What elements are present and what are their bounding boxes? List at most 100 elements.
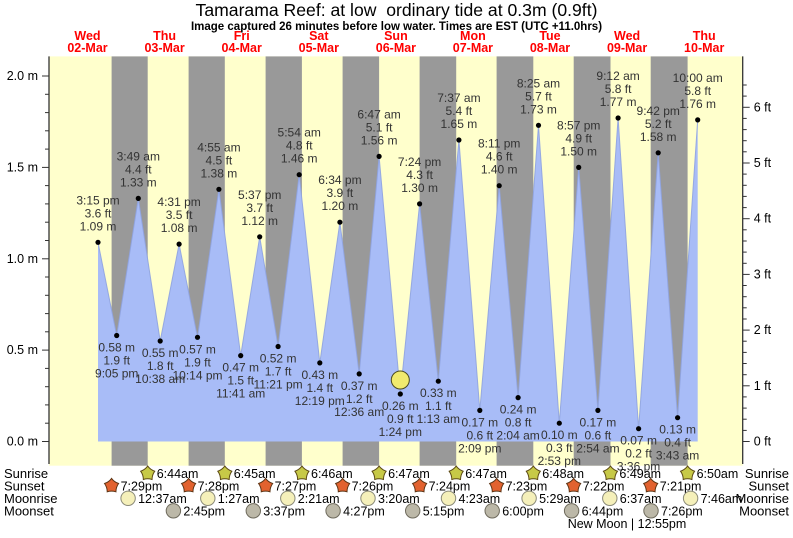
svg-text:0.6 ft: 0.6 ft [466,428,493,442]
svg-text:1.8 ft: 1.8 ft [147,359,174,373]
svg-text:1.76 m: 1.76 m [679,97,716,111]
svg-text:5:37 pm: 5:37 pm [238,188,281,202]
svg-text:2:54 am: 2:54 am [576,441,619,455]
svg-text:0.0 m: 0.0 m [7,435,38,449]
svg-text:0.55 m: 0.55 m [142,346,179,360]
svg-text:5 ft: 5 ft [754,156,772,170]
svg-text:2.0 m: 2.0 m [7,69,38,83]
svg-text:5.7 ft: 5.7 ft [525,89,552,103]
svg-text:0.58 m: 0.58 m [98,341,135,355]
svg-text:2 ft: 2 ft [754,323,772,337]
svg-text:03-Mar: 03-Mar [144,41,184,55]
svg-text:0.4 ft: 0.4 ft [664,436,691,450]
svg-text:11:21 pm: 11:21 pm [254,378,303,392]
svg-text:0 ft: 0 ft [754,435,772,449]
svg-text:6:49am: 6:49am [619,467,661,481]
svg-text:0.9 ft: 0.9 ft [387,412,414,426]
svg-text:1.12 m: 1.12 m [241,214,278,228]
svg-text:05-Mar: 05-Mar [299,41,339,55]
svg-text:1.0 m: 1.0 m [7,252,38,266]
svg-text:6:47am: 6:47am [465,467,507,481]
svg-text:1.46 m: 1.46 m [281,152,318,166]
svg-text:1.1 ft: 1.1 ft [425,399,452,413]
svg-text:9:05 pm: 9:05 pm [95,367,138,381]
svg-text:0.24 m: 0.24 m [500,403,537,417]
svg-text:7:22pm: 7:22pm [583,479,625,493]
svg-text:0.8 ft: 0.8 ft [505,416,532,430]
svg-text:8:25 am: 8:25 am [517,76,560,90]
svg-text:2:04 am: 2:04 am [496,429,539,443]
svg-text:12:37am: 12:37am [138,492,187,506]
svg-text:4.8 ft: 4.8 ft [286,139,313,153]
svg-text:1.56 m: 1.56 m [361,133,398,147]
svg-text:0.47 m: 0.47 m [222,361,259,375]
svg-text:1.77 m: 1.77 m [600,95,637,109]
svg-text:1.2 ft: 1.2 ft [346,392,373,406]
svg-text:5.2 ft: 5.2 ft [645,117,672,131]
svg-text:1.09 m: 1.09 m [80,219,117,233]
svg-text:1.30 m: 1.30 m [401,181,438,195]
svg-text:5:54 am: 5:54 am [278,126,321,140]
svg-text:0.2 ft: 0.2 ft [625,447,652,461]
svg-text:4:55 am: 4:55 am [197,140,240,154]
svg-text:2:09 pm: 2:09 pm [458,441,501,455]
svg-text:6:37am: 6:37am [620,492,662,506]
svg-text:6:45am: 6:45am [234,467,276,481]
svg-text:0.17 m: 0.17 m [580,415,617,429]
svg-text:1.58 m: 1.58 m [640,130,677,144]
svg-text:6:44am: 6:44am [157,467,199,481]
svg-text:1.5 m: 1.5 m [7,160,38,174]
svg-text:1.38 m: 1.38 m [201,166,238,180]
svg-text:3.7 ft: 3.7 ft [246,201,273,215]
svg-text:0.13 m: 0.13 m [659,423,696,437]
svg-text:1.65 m: 1.65 m [441,117,478,131]
svg-text:10:00 am: 10:00 am [673,71,723,85]
svg-text:10:14 pm: 10:14 pm [172,368,222,382]
svg-text:5:15pm: 5:15pm [423,504,465,518]
svg-text:8:57 pm: 8:57 pm [557,118,600,132]
svg-text:2:45pm: 2:45pm [183,504,225,518]
svg-text:1.7 ft: 1.7 ft [265,365,292,379]
svg-text:6:34 pm: 6:34 pm [318,173,361,187]
svg-text:6:00pm: 6:00pm [502,504,544,518]
svg-text:7:37 am: 7:37 am [437,91,480,105]
svg-text:New Moon | 12:55pm: New Moon | 12:55pm [568,517,687,531]
svg-text:0.10 m: 0.10 m [541,428,578,442]
svg-text:5.1 ft: 5.1 ft [366,120,393,134]
svg-text:4.9 ft: 4.9 ft [565,131,592,145]
svg-text:10-Mar: 10-Mar [684,41,724,55]
svg-text:8:11 pm: 8:11 pm [478,137,520,151]
svg-text:04-Mar: 04-Mar [222,41,262,55]
svg-text:0.52 m: 0.52 m [260,352,297,366]
svg-text:0.43 m: 0.43 m [301,368,338,382]
svg-text:3:15 pm: 3:15 pm [76,193,119,207]
svg-text:1.50 m: 1.50 m [560,144,597,158]
svg-text:1.4 ft: 1.4 ft [306,381,333,395]
svg-text:7:21pm: 7:21pm [660,479,702,493]
svg-text:4.6 ft: 4.6 ft [486,150,513,164]
svg-text:1.08 m: 1.08 m [161,221,198,235]
svg-text:4.5 ft: 4.5 ft [206,153,233,167]
svg-text:9:12 am: 9:12 am [596,69,639,83]
svg-text:1.5 ft: 1.5 ft [227,374,254,388]
svg-text:9:42 pm: 9:42 pm [637,104,680,118]
svg-text:4.4 ft: 4.4 ft [125,162,152,176]
svg-text:1.9 ft: 1.9 ft [103,354,130,368]
svg-text:0.26 m: 0.26 m [382,399,419,413]
svg-text:6:47am: 6:47am [388,467,430,481]
svg-text:0.17 m: 0.17 m [461,415,498,429]
svg-text:4 ft: 4 ft [754,212,772,226]
svg-text:6:50am: 6:50am [697,467,739,481]
svg-text:Moonset: Moonset [4,503,54,518]
svg-text:07-Mar: 07-Mar [453,41,493,55]
svg-text:6:48am: 6:48am [542,467,584,481]
svg-text:0.57 m: 0.57 m [179,342,216,356]
svg-text:3:37pm: 3:37pm [263,504,305,518]
svg-text:7:24 pm: 7:24 pm [398,155,441,169]
svg-text:0.3 ft: 0.3 ft [546,441,573,455]
svg-text:0.37 m: 0.37 m [341,379,378,393]
svg-text:1.40 m: 1.40 m [481,163,518,177]
svg-text:0.33 m: 0.33 m [420,386,457,400]
svg-text:3:43 am: 3:43 am [656,449,699,463]
svg-text:Moonset: Moonset [739,503,789,518]
